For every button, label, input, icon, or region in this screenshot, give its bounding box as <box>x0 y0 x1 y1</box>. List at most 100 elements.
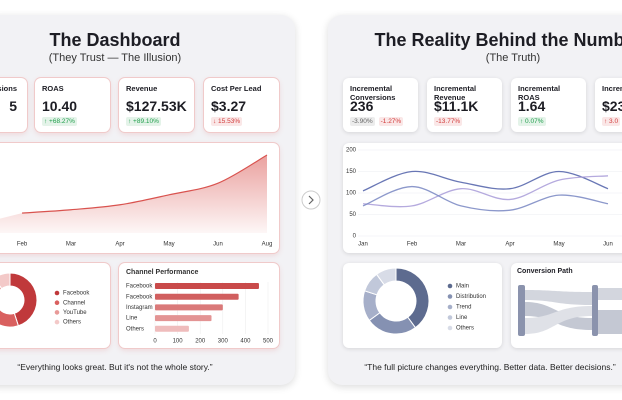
left-title: The Dashboard <box>49 30 181 50</box>
x-tick-label: Apr <box>505 242 514 248</box>
x-tick-label: 0 <box>153 339 157 345</box>
kpi-change: ↑ 0.07% <box>518 117 546 126</box>
legend-label: Others <box>63 320 81 326</box>
bar <box>155 304 223 311</box>
y-tick-label: 50 <box>349 212 356 218</box>
y-tick-label: 200 <box>346 148 357 154</box>
x-tick-label: Jan <box>358 242 368 248</box>
kpi-label: Cost Per Lead <box>211 84 262 93</box>
kpi-card: Incremental $23 ↑ 3.0 <box>595 78 622 132</box>
kpi-card: ROAS 10.40 ↑ +68.27% <box>35 78 110 132</box>
x-tick-label: Mar <box>456 242 466 248</box>
legend-label: Main <box>456 284 469 290</box>
kpi-changes: ↑ +68.27% <box>42 117 81 126</box>
kpi-card: Cost Per Lead $3.27 ↓ 15.53% <box>204 78 279 132</box>
legend-dot <box>54 290 60 296</box>
legend-label: Distribution <box>456 294 486 300</box>
kpi-card: Revenue $127.53K ↑ +89.10% <box>119 78 194 132</box>
kpi-label: Conversions <box>0 84 17 93</box>
legend-label: Others <box>456 326 474 332</box>
kpi-label: Revenue <box>126 84 158 93</box>
sankey <box>518 285 622 336</box>
kpi-change: ↑ +89.10% <box>126 117 161 126</box>
x-tick-label: Aug <box>262 242 273 248</box>
donut-slice <box>9 272 38 327</box>
area-line <box>21 154 268 214</box>
kpi-label: Incremental Conversions <box>350 84 396 102</box>
right-title: The Reality Behind the Numbers <box>374 30 622 50</box>
legend-label: Channel <box>63 300 85 306</box>
legend-dot <box>447 304 453 310</box>
x-tick-label: Jun <box>213 242 223 248</box>
kpi-value: $23 <box>602 98 622 114</box>
kpi-value: 5 <box>9 98 17 114</box>
kpi-label: Incremental <box>602 84 622 93</box>
x-tick-label: Jun <box>603 242 613 248</box>
donut-slice <box>0 272 11 290</box>
kpi-value: $11.1K <box>434 98 479 114</box>
x-tick-label: 300 <box>218 339 229 345</box>
y-tick-label: 100 <box>346 191 357 197</box>
bar <box>155 315 212 322</box>
kpi-changes: ↑ 3.0 <box>602 117 622 126</box>
kpi-change: ↓ 15.53% <box>211 117 243 126</box>
line <box>362 185 609 212</box>
x-tick-label: 200 <box>195 339 206 345</box>
kpi-label: ROAS <box>42 84 64 93</box>
bar-title: Channel Performance <box>126 269 198 276</box>
legend-label: Facebook <box>63 291 90 297</box>
kpi-change: -13.77% <box>434 117 463 126</box>
y-tick-label: Facebook <box>126 294 153 300</box>
legend-dot <box>447 315 453 320</box>
chevron <box>308 195 314 205</box>
x-tick-label: Mar <box>66 242 76 248</box>
legend-dot <box>54 310 60 315</box>
next-arrow[interactable] <box>301 190 321 210</box>
legend-label: Line <box>456 315 468 321</box>
x-tick-label: Apr <box>115 242 124 248</box>
right-quote: “The full picture changes everything. Be… <box>364 362 616 372</box>
y-tick-label: Instagram <box>126 305 153 311</box>
sankey-title: Conversion Path <box>517 268 573 275</box>
kpi-label: Incremental Revenue <box>434 84 477 102</box>
left-subtitle: (They Trust — The Illusion) <box>48 52 182 64</box>
legend-label: Trend <box>456 305 471 311</box>
donut-slice <box>375 267 397 286</box>
y-tick-label: 150 <box>346 169 357 175</box>
kpi-value: 236 <box>350 98 374 114</box>
donut-slice <box>0 309 19 328</box>
kpi-card: Incremental Revenue $11.1K -13.77% <box>427 78 502 132</box>
y-tick-label: Others <box>126 326 144 332</box>
right-subtitle: (The Truth) <box>485 52 541 64</box>
y-tick-label: Line <box>126 316 138 322</box>
kpi-change: ↑ 3.0 <box>602 117 621 126</box>
donut-slice <box>395 267 430 329</box>
legend-dot <box>54 319 60 325</box>
kpi-changes: ↑ +89.10% <box>126 117 165 126</box>
kpi-card: Incremental Conversions 236 -3.90% -1.27% <box>343 78 418 132</box>
line <box>362 175 609 208</box>
legend-label: YouTube <box>63 310 87 316</box>
kpi-change: -1.27% <box>378 117 404 126</box>
line-card <box>343 143 622 253</box>
bar <box>155 325 189 332</box>
x-tick-label: May <box>163 242 174 248</box>
kpi-label: Incremental ROAS <box>518 84 561 102</box>
bar <box>155 283 259 289</box>
kpi-value: $3.27 <box>211 98 247 114</box>
kpi-card: Incremental ROAS 1.64 ↑ 0.07% <box>511 78 586 132</box>
x-tick-label: 500 <box>263 339 274 345</box>
kpi-value: 10.40 <box>42 98 78 114</box>
legend-dot <box>447 325 453 331</box>
y-tick-label: 0 <box>353 234 357 240</box>
kpi-changes: -3.90% -1.27% <box>350 117 407 126</box>
kpi-change: -3.90% <box>350 117 375 126</box>
kpi-value: $127.53K <box>126 98 187 114</box>
x-tick-label: Feb <box>17 242 28 248</box>
area <box>0 154 267 233</box>
y-tick-label: Facebook <box>126 284 153 290</box>
x-tick-label: 400 <box>240 339 251 345</box>
left-quote: “Everything looks great. But it's not th… <box>17 362 213 372</box>
